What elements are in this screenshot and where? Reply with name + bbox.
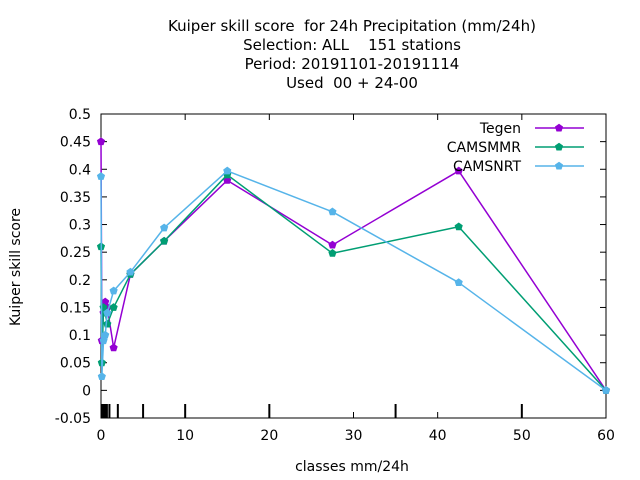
data-point: [109, 303, 118, 311]
series-line: [100, 141, 607, 391]
series-line: [100, 174, 607, 391]
data-point: [160, 236, 169, 245]
data-point: [97, 372, 106, 381]
data-point: [101, 330, 110, 339]
y-tick-label: 0: [82, 383, 91, 399]
x-axis-label: classes mm/24h: [295, 459, 409, 475]
legend-marker: [554, 142, 564, 151]
data-point: [126, 267, 135, 276]
y-tick-label: 0.45: [60, 135, 91, 151]
data-point: [454, 278, 463, 287]
data-point: [454, 166, 463, 175]
series-camsnrt: [96, 166, 611, 394]
y-tick-label: 0.1: [69, 328, 91, 344]
y-tick-label: 0.05: [60, 356, 91, 372]
legend-label: CAMSMMR: [447, 140, 521, 156]
x-tick-label: 50: [513, 428, 531, 444]
chart-title-line: Selection: ALL 151 stations: [243, 36, 461, 54]
legend-marker: [554, 161, 564, 170]
data-point: [96, 137, 106, 146]
x-tick-label: 40: [429, 428, 447, 444]
x-tick-label: 10: [176, 428, 194, 444]
data-point: [328, 240, 337, 249]
y-tick-label: 0.2: [69, 273, 91, 289]
chart-title-line: Period: 20191101-20191114: [245, 55, 460, 73]
chart-title-line: Kuiper skill score for 24h Precipitation…: [168, 17, 536, 35]
data-point: [96, 172, 106, 180]
data-point: [160, 223, 169, 232]
legend-marker: [554, 123, 564, 132]
y-tick-label: 0.4: [69, 162, 91, 178]
data-point: [223, 166, 232, 175]
y-tick-label: 0.15: [60, 300, 91, 316]
chart-title: Kuiper skill score for 24h Precipitation…: [168, 17, 536, 92]
axes: -0.05 0 0.05 0.1 0.15 0.2 0.25 0.3 0.35 0.4 0.45 0.…: [55, 107, 615, 444]
chart-title-line: Used 00 + 24-00: [286, 74, 418, 92]
y-tick-label: -0.05: [55, 411, 91, 427]
series-group: [96, 137, 611, 394]
series-line: [100, 170, 607, 391]
data-point: [328, 207, 337, 216]
y-tick-label: 0.3: [69, 218, 91, 234]
y-tick-label: 0.5: [69, 107, 91, 123]
x-tick-label: 0: [97, 428, 106, 444]
y-axis-label: Kuiper skill score: [8, 208, 24, 326]
legend-label: CAMSNRT: [453, 159, 522, 175]
data-point: [454, 222, 463, 231]
data-point: [103, 308, 112, 317]
x-tick-label: 60: [597, 428, 615, 444]
y-tick-label: 0.35: [60, 190, 91, 206]
data-point: [328, 248, 337, 257]
legend-label: Tegen: [479, 121, 521, 137]
y-tick-label: 0.25: [60, 245, 91, 261]
data-point: [109, 343, 118, 352]
plot-frame: [100, 113, 607, 419]
legend: Tegen CAMSMMR CAMSNRT: [447, 121, 584, 175]
data-point: [601, 386, 611, 394]
data-point: [109, 286, 118, 295]
x-tick-label: 30: [345, 428, 363, 444]
series-tegen: [96, 137, 611, 394]
x-tick-label: 20: [260, 428, 278, 444]
